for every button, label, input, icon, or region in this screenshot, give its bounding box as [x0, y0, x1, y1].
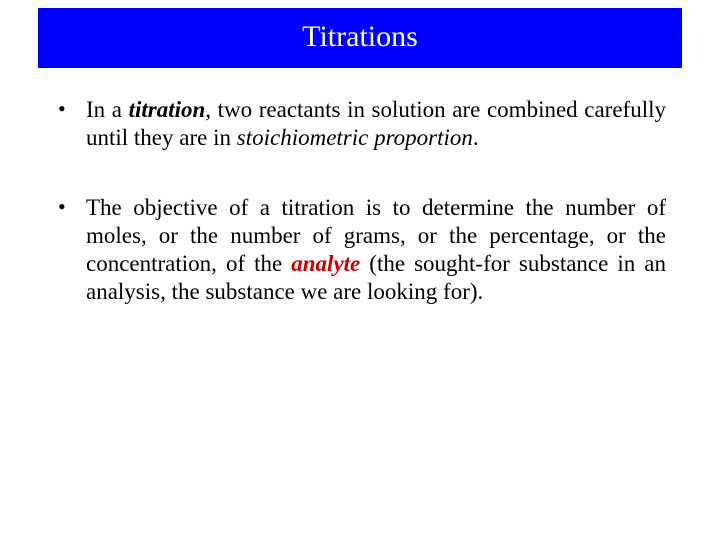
text-run: titration: [129, 97, 206, 122]
text-run: In a: [86, 97, 129, 122]
text-run: analyte: [291, 251, 360, 276]
text-run: stoichiometric proportion: [237, 125, 473, 150]
list-item: The objective of a titration is to deter…: [54, 194, 666, 306]
slide-title-bar: Titrations: [38, 8, 682, 68]
slide-title: Titrations: [302, 20, 418, 53]
slide-content: In a titration, two reactants in solutio…: [0, 68, 720, 306]
bullet-list: In a titration, two reactants in solutio…: [54, 96, 666, 306]
text-run: .: [473, 125, 479, 150]
list-item: In a titration, two reactants in solutio…: [54, 96, 666, 152]
